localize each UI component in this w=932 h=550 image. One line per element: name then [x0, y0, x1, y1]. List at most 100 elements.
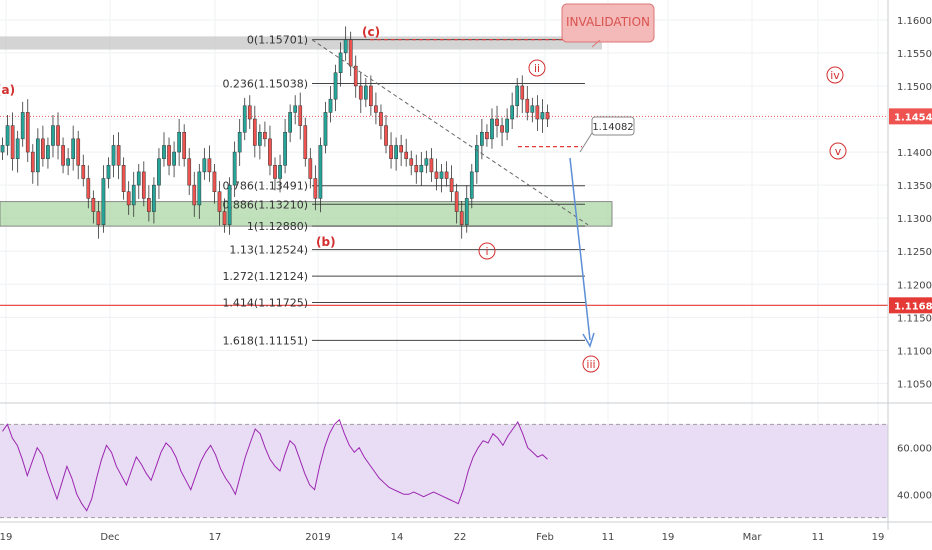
candle-body	[308, 158, 313, 179]
candle-body	[389, 145, 393, 159]
candle-body	[369, 85, 373, 107]
fib-label: 1.618(1.11151)	[222, 334, 308, 347]
candle-body	[147, 198, 151, 212]
fib-label: 1.13(1.12524)	[229, 244, 308, 257]
candle-body	[459, 211, 464, 226]
candle-body	[61, 145, 65, 166]
candle-body	[409, 158, 414, 166]
candle-body	[404, 151, 409, 159]
time-tick-label: 11	[812, 532, 825, 543]
candle-body	[162, 145, 166, 159]
candle-body	[333, 72, 338, 100]
last-price-badge	[889, 108, 932, 125]
candle-body	[515, 85, 520, 107]
projection-arrow	[569, 157, 591, 341]
price-tick-label: 1.15000	[897, 82, 932, 93]
candle-body	[106, 165, 111, 179]
price-callout-label: 1.14082	[592, 122, 633, 133]
candle-body	[429, 158, 434, 173]
fib-label: 0.236(1.15038)	[222, 77, 308, 90]
time-tick-label: Mar	[743, 532, 763, 543]
candle-body	[152, 184, 156, 212]
candle-body	[121, 165, 126, 192]
target-price-label: 1.11682	[894, 301, 932, 312]
candle-body	[101, 178, 106, 226]
candle-body	[10, 125, 15, 159]
price-tick-label: 1.16000	[897, 16, 932, 27]
candle-body	[177, 131, 181, 153]
candle-body	[535, 105, 540, 120]
candle-body	[76, 138, 81, 166]
fib-label: 0.786(1.13491)	[222, 180, 308, 193]
candle-body	[222, 211, 227, 226]
candle-body	[505, 118, 509, 133]
time-tick-label: 17	[209, 532, 222, 543]
candle-body	[313, 178, 318, 199]
candle-body	[41, 138, 45, 159]
wave-label-ii-circle	[528, 59, 546, 77]
candle-body	[278, 165, 282, 179]
candle-body	[25, 112, 30, 153]
time-tick-label: 2019	[305, 532, 330, 543]
candle-body	[384, 125, 388, 146]
fib-label: 1(1.12880)	[247, 220, 308, 233]
candle-body	[116, 145, 121, 166]
candle-body	[480, 131, 484, 146]
fib-label: 0(1.15701)	[247, 34, 308, 47]
candle-body	[454, 191, 459, 212]
wave-label-a: (a)	[0, 83, 15, 97]
price-tick-label: 1.15500	[897, 49, 932, 60]
candle-body	[167, 145, 171, 166]
candle-body	[212, 171, 217, 192]
candle-body	[520, 85, 525, 100]
wave-label-i-circle	[478, 242, 496, 260]
candle-body	[353, 65, 358, 87]
candle-body	[111, 145, 116, 166]
candle-body	[51, 125, 55, 146]
time-tick-label: 19	[0, 532, 12, 543]
candle-body	[66, 158, 70, 166]
candle-body	[283, 131, 287, 166]
candle-body	[399, 145, 403, 153]
price-callout-pointer	[579, 132, 593, 153]
price-tick-label: 1.12500	[897, 247, 932, 258]
time-tick-label: 11	[602, 532, 615, 543]
trend-line	[311, 39, 589, 226]
candle-body	[217, 191, 222, 212]
candle-body	[464, 198, 469, 226]
rsi-tick-label: 60.0000	[897, 444, 932, 455]
time-tick-label: Feb	[536, 532, 554, 543]
candle-body	[263, 131, 267, 140]
candle-body	[303, 125, 308, 159]
candle-body	[157, 158, 161, 186]
candle-body	[237, 131, 242, 153]
candle-body	[46, 145, 50, 159]
candle-body	[258, 131, 262, 146]
candle-body	[363, 85, 368, 100]
price-tick-label: 1.13500	[897, 181, 932, 192]
wave-label-iii-circle	[582, 355, 600, 373]
gridlines	[0, 0, 888, 520]
price-tick-label: 1.11500	[897, 313, 932, 324]
candle-body	[474, 145, 479, 173]
candle-body	[273, 165, 277, 179]
candle-body	[91, 198, 96, 212]
time-tick-label: Dec	[100, 532, 119, 543]
last-price-label: 1.14540	[894, 112, 932, 123]
candle-body	[202, 158, 207, 173]
candle-body	[444, 171, 449, 179]
candle-body	[530, 105, 535, 113]
candle-body	[71, 138, 76, 159]
candle-body	[338, 52, 343, 73]
candle-body	[252, 118, 257, 146]
candle-body	[247, 105, 252, 120]
fibonacci-levels: 0(1.15701) 0.236(1.15038) 0.786(1.13491) 0.…	[222, 34, 585, 347]
wave-label-iv-circle	[826, 66, 844, 84]
candle-body	[424, 158, 429, 166]
candle-body	[358, 85, 363, 100]
candle-body	[268, 138, 272, 166]
rsi-band	[0, 424, 888, 518]
